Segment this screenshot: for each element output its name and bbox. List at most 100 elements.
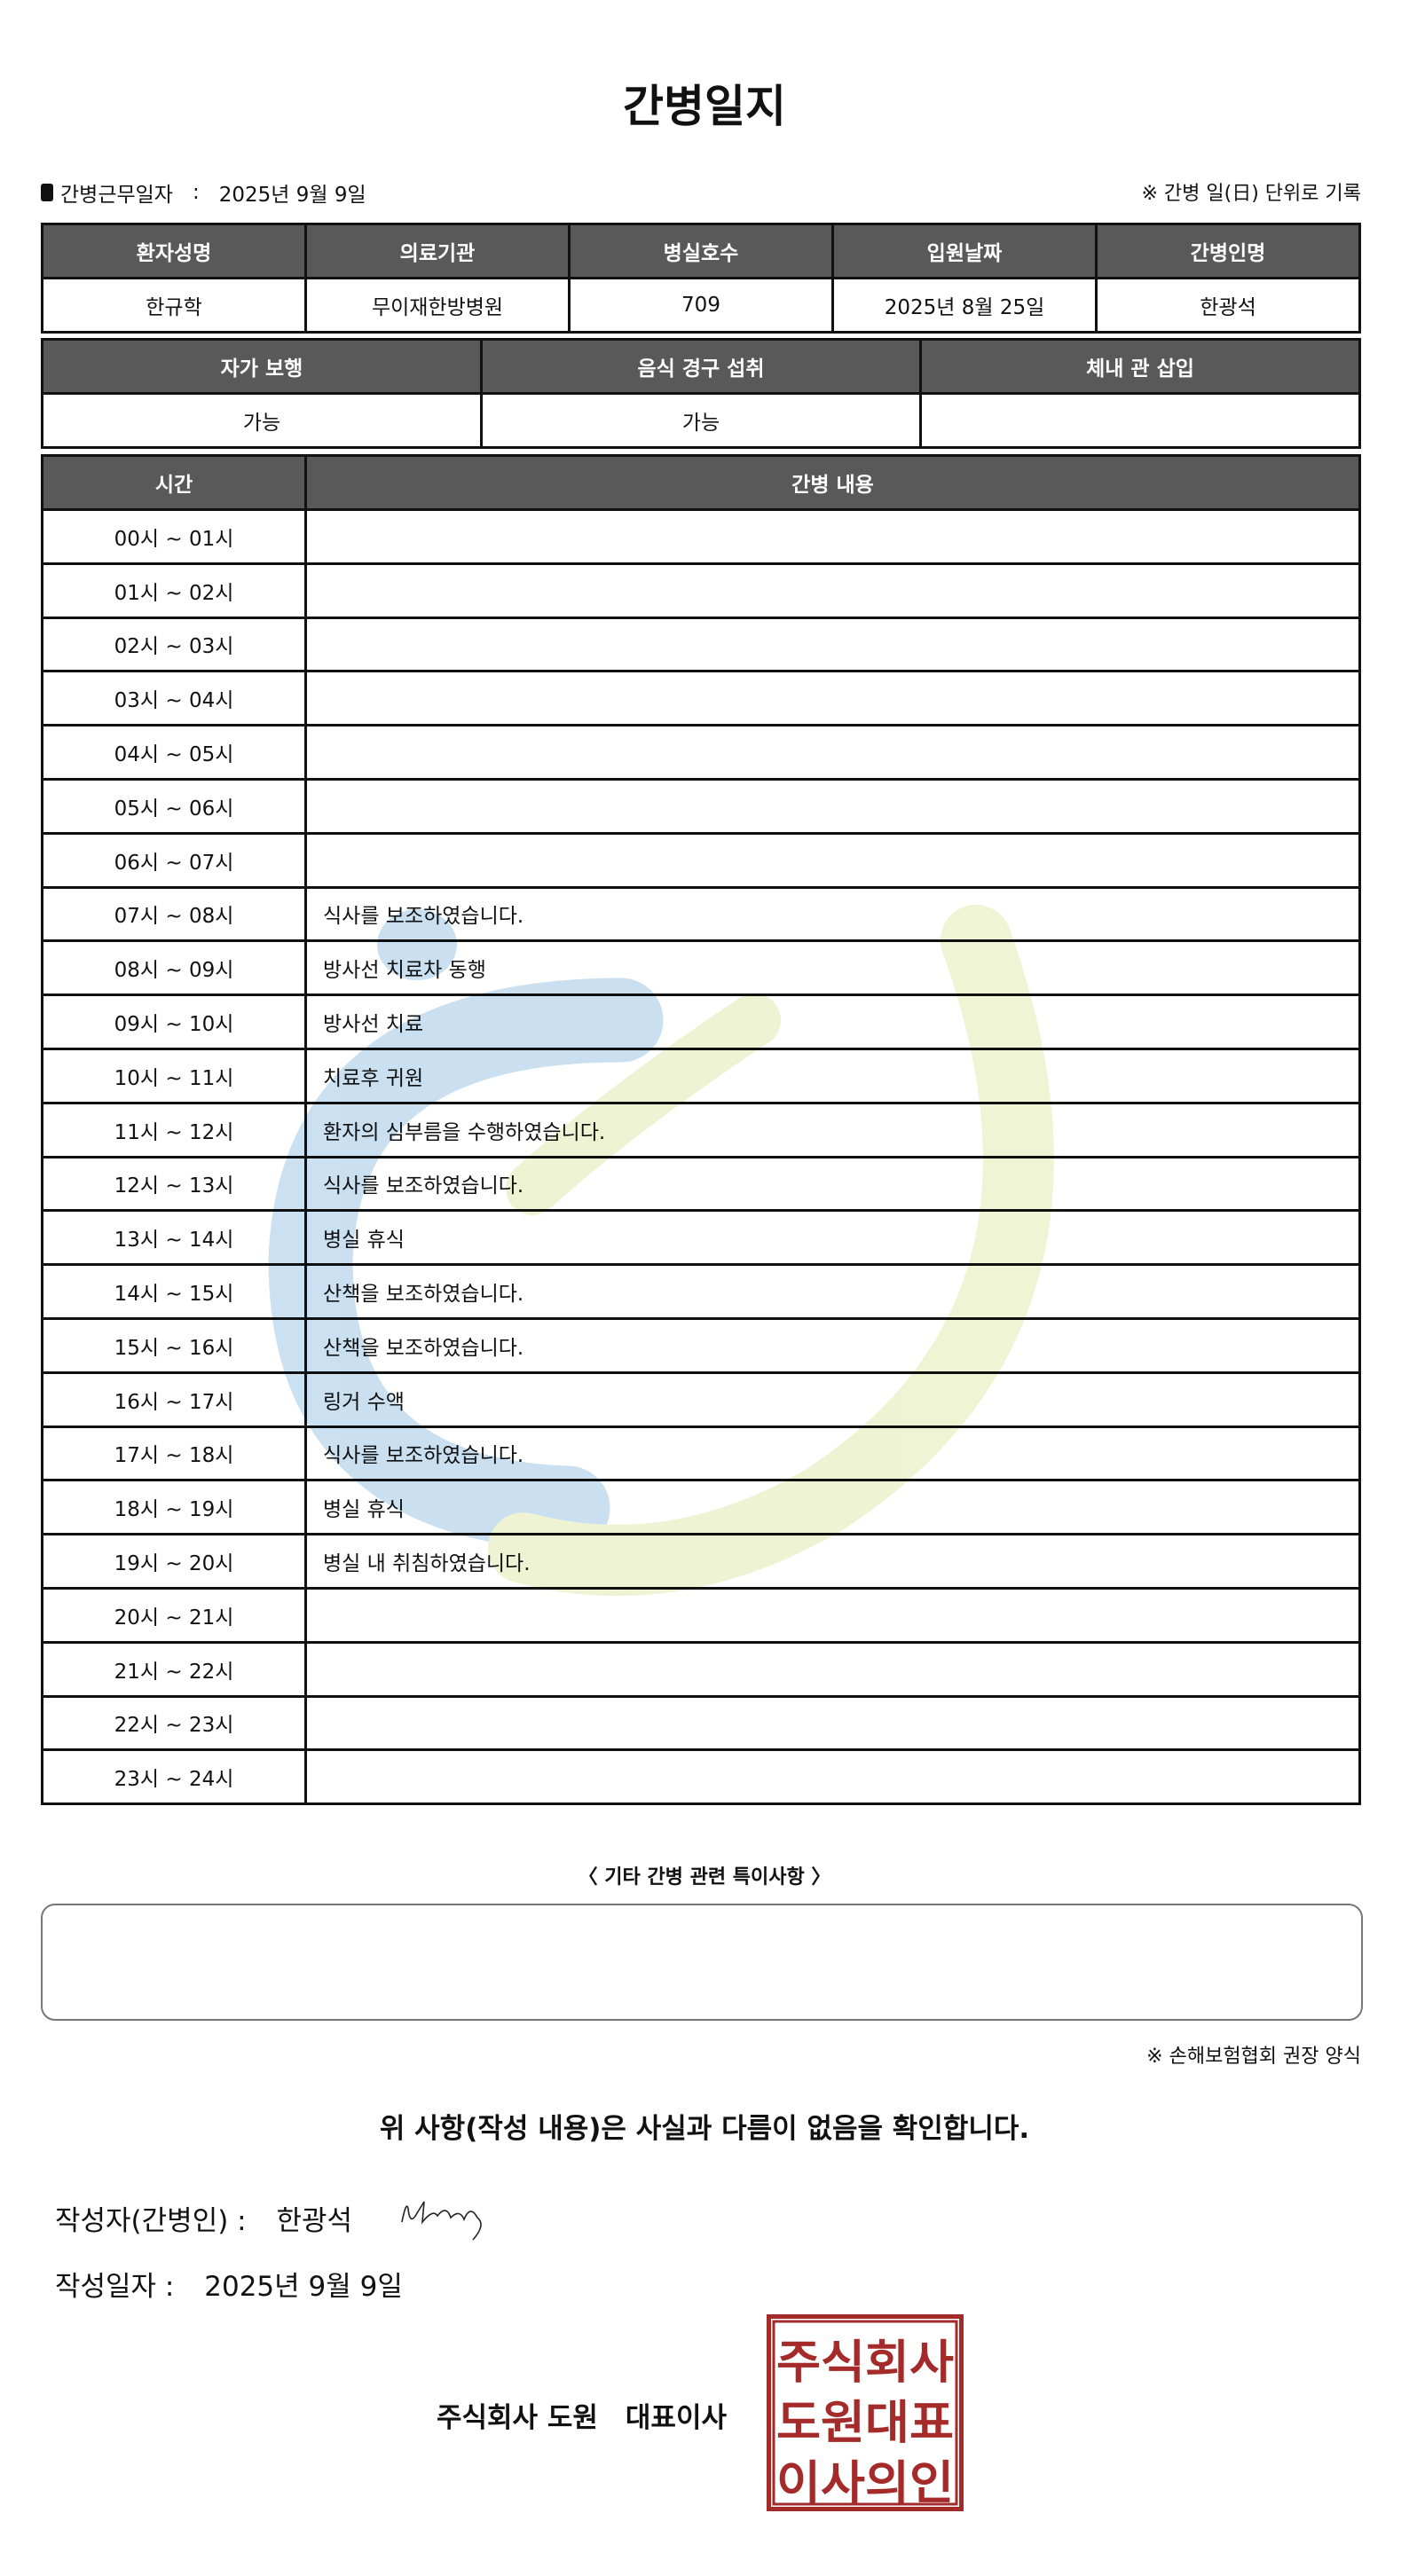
patient-table: 환자성명 의료기관 병실호수 입원날짜 간병인명 한규학 무이재한방병원 709 2025년 … [41, 223, 1361, 334]
record-note: ※ 간병 일(日) 단위로 기록 [1141, 183, 1362, 205]
table-row: 21시 ~ 22시 [41, 1640, 1361, 1698]
table-row: 17시 ~ 18시 식사를 보조하였습니다. [41, 1425, 1361, 1482]
content-cell: 산책을 보조하였습니다. [304, 1316, 1361, 1374]
table-cell: 2025년 8월 25일 [831, 277, 1098, 334]
content-cell: 산책을 보조하였습니다. [304, 1263, 1361, 1320]
table-cell [919, 392, 1361, 449]
table-row: 16시 ~ 17시 링거 수액 [41, 1370, 1361, 1428]
work-date-label: 간병근무일자 [60, 184, 173, 207]
writer-label: 작성자(간병인) : [55, 2205, 247, 2237]
table-row: 23시 ~ 24시 [41, 1748, 1361, 1806]
time-cell: 18시 ~ 19시 [41, 1479, 307, 1536]
writer-name: 한광석 [276, 2205, 353, 2237]
time-cell: 04시 ~ 05시 [41, 724, 307, 781]
column-header: 의료기관 [304, 223, 571, 279]
column-header: 환자성명 [41, 223, 307, 279]
content-cell [304, 562, 1361, 619]
time-cell: 02시 ~ 03시 [41, 616, 307, 673]
written-date-value: 2025년 9월 9일 [204, 2271, 403, 2303]
column-header: 음식 경구 섭취 [480, 338, 922, 395]
time-cell: 03시 ~ 04시 [41, 670, 307, 727]
time-cell: 14시 ~ 15시 [41, 1263, 307, 1320]
content-cell [304, 508, 1361, 565]
writer-line: 작성자(간병인) : 한광석 [55, 2198, 374, 2238]
column-header: 자가 보행 [41, 338, 483, 395]
content-cell [304, 1586, 1361, 1644]
content-cell [304, 831, 1361, 889]
time-cell: 01시 ~ 02시 [41, 562, 307, 619]
time-cell: 19시 ~ 20시 [41, 1533, 307, 1590]
page-title: 간병일지 [623, 81, 786, 132]
time-cell: 16시 ~ 17시 [41, 1370, 307, 1428]
status-table: 자가 보행 음식 경구 섭취 체내 관 삽입 가능 가능 [41, 338, 1361, 449]
time-cell: 22시 ~ 23시 [41, 1694, 307, 1752]
care-table: 시간 간병 내용 00시 ~ 01시 01시 ~ 02시 02시 ~ 03시 03시 ~… [41, 454, 1361, 1806]
time-cell: 08시 ~ 09시 [41, 939, 307, 997]
time-cell: 21시 ~ 22시 [41, 1640, 307, 1698]
table-cell: 한광석 [1095, 277, 1361, 334]
time-cell: 17시 ~ 18시 [41, 1425, 307, 1482]
table-row: 06시 ~ 07시 [41, 831, 1361, 889]
column-header: 입원날짜 [831, 223, 1098, 279]
time-cell: 23시 ~ 24시 [41, 1748, 307, 1806]
table-row: 10시 ~ 11시 치료후 귀원 [41, 1047, 1361, 1104]
time-cell: 20시 ~ 21시 [41, 1586, 307, 1644]
content-cell: 식사를 보조하였습니다. [304, 1155, 1361, 1213]
content-cell [304, 1694, 1361, 1752]
time-cell: 13시 ~ 14시 [41, 1209, 307, 1267]
time-cell: 05시 ~ 06시 [41, 777, 307, 835]
table-cell: 한규학 [41, 277, 307, 334]
content-cell: 환자의 심부름을 수행하였습니다. [304, 1101, 1361, 1158]
content-cell: 식사를 보조하였습니다. [304, 885, 1361, 943]
column-header: 간병인명 [1095, 223, 1361, 279]
time-cell: 15시 ~ 16시 [41, 1316, 307, 1374]
table-cell: 709 [568, 277, 834, 334]
content-cell: 병실 휴식 [304, 1479, 1361, 1536]
table-row: 05시 ~ 06시 [41, 777, 1361, 835]
content-cell: 병실 내 취침하였습니다. [304, 1533, 1361, 1590]
seal-text: 도원대표 [776, 2397, 954, 2450]
content-cell [304, 670, 1361, 727]
table-row: 03시 ~ 04시 [41, 670, 1361, 727]
signature [401, 2201, 482, 2241]
time-cell: 10시 ~ 11시 [41, 1047, 307, 1104]
written-date: 작성일자 : 2025년 9월 9일 [55, 2264, 403, 2304]
content-cell: 치료후 귀원 [304, 1047, 1361, 1104]
content-cell [304, 1640, 1361, 1698]
table-row: 04시 ~ 05시 [41, 724, 1361, 781]
table-row: 20시 ~ 21시 [41, 1586, 1361, 1644]
table-row: 22시 ~ 23시 [41, 1694, 1361, 1752]
column-header: 시간 [41, 454, 307, 511]
content-cell: 방사선 치료 [304, 993, 1361, 1050]
table-row: 11시 ~ 12시 환자의 심부름을 수행하였습니다. [41, 1101, 1361, 1158]
content-cell [304, 777, 1361, 835]
column-header: 병실호수 [568, 223, 834, 279]
work-date-value: 2025년 9월 9일 [218, 184, 366, 207]
table-row: 09시 ~ 10시 방사선 치료 [41, 993, 1361, 1050]
table-row: 02시 ~ 03시 [41, 616, 1361, 673]
content-cell: 방사선 치료차 동행 [304, 939, 1361, 997]
time-cell: 00시 ~ 01시 [41, 508, 307, 565]
work-date-separator: : [192, 181, 200, 204]
time-cell: 11시 ~ 12시 [41, 1101, 307, 1158]
table-row: 00시 ~ 01시 [41, 508, 1361, 565]
company-representative: 주식회사 도원 대표이사 [437, 2402, 727, 2434]
content-cell: 링거 수액 [304, 1370, 1361, 1428]
table-row: 12시 ~ 13시 식사를 보조하였습니다. [41, 1155, 1361, 1213]
table-row: 07시 ~ 08시 식사를 보조하였습니다. [41, 885, 1361, 943]
table-cell: 무이재한방병원 [304, 277, 571, 334]
content-cell: 식사를 보조하였습니다. [304, 1425, 1361, 1482]
content-cell [304, 1748, 1361, 1806]
table-row: 08시 ~ 09시 방사선 치료차 동행 [41, 939, 1361, 997]
seal-text: 이사의인 [776, 2457, 954, 2510]
time-cell: 06시 ~ 07시 [41, 831, 307, 889]
table-row: 13시 ~ 14시 병실 휴식 [41, 1209, 1361, 1267]
column-header: 간병 내용 [304, 454, 1361, 511]
time-cell: 12시 ~ 13시 [41, 1155, 307, 1213]
footnote: ※ 손해보험협회 권장 양식 [1146, 2046, 1361, 2068]
table-row: 19시 ~ 20시 병실 내 취침하였습니다. [41, 1533, 1361, 1590]
table-row: 15시 ~ 16시 산책을 보조하였습니다. [41, 1316, 1361, 1374]
table-cell: 가능 [480, 392, 922, 449]
time-cell: 07시 ~ 08시 [41, 885, 307, 943]
